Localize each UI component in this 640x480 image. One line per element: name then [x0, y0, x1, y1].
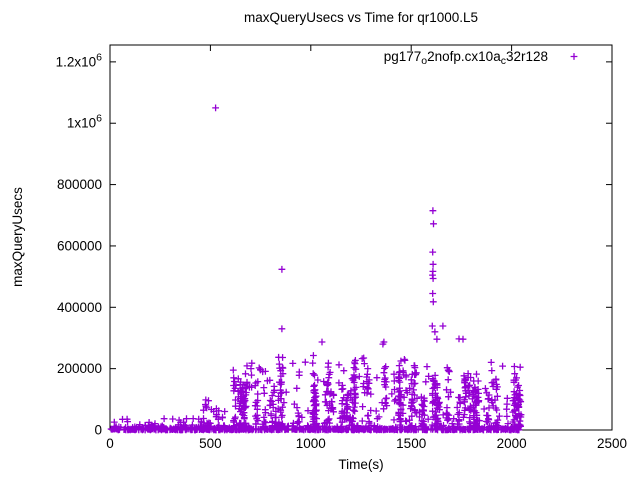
- y-tick-label: 1.2x106: [56, 51, 103, 69]
- axis-ticks: [109, 45, 613, 431]
- y-tick-label: 600000: [57, 238, 102, 253]
- series-markers: [107, 104, 525, 434]
- chart-title: maxQueryUsecs vs Time for qr1000.L5: [244, 10, 478, 25]
- legend-marker-plus-icon: [570, 53, 578, 60]
- x-tick-label: 500: [199, 436, 222, 451]
- y-tick-label: 0: [94, 423, 102, 438]
- axis-tick-labels: 0 500 1000 1500 2000 2500 0 200000 400000 600000 8…: [56, 51, 627, 451]
- y-tick-label: 1x106: [67, 113, 102, 131]
- x-axis-label: Time(s): [338, 457, 383, 472]
- plot-border: [109, 44, 613, 431]
- x-tick-label: 1500: [396, 436, 426, 451]
- x-tick-label: 0: [106, 436, 114, 451]
- legend: pg177o2nofp.cx10ac32r128: [384, 49, 578, 67]
- data-points: [107, 104, 525, 434]
- legend-label: pg177o2nofp.cx10ac32r128: [384, 49, 548, 67]
- plot-frame: [109, 44, 613, 431]
- x-tick-label: 1000: [296, 436, 326, 451]
- y-tick-label: 400000: [57, 300, 102, 315]
- x-tick-label: 2500: [597, 436, 627, 451]
- x-tick-label: 2000: [497, 436, 527, 451]
- y-tick-label: 800000: [57, 177, 102, 192]
- y-axis-label: maxQueryUsecs: [10, 187, 25, 287]
- y-tick-label: 200000: [57, 361, 102, 376]
